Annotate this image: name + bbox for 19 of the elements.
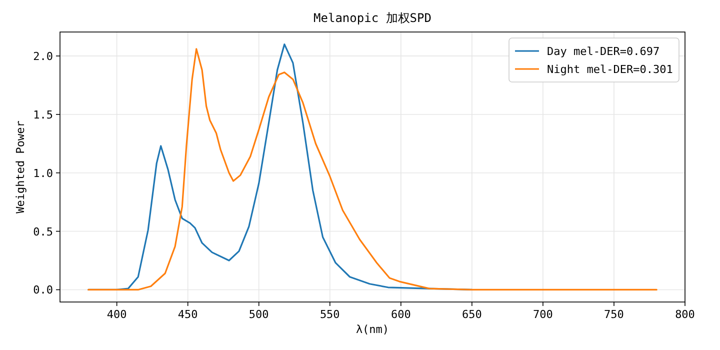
x-tick-label: 550 bbox=[320, 308, 340, 321]
y-axis-title: Weighted Power bbox=[14, 120, 27, 214]
y-tick-label: 1.0 bbox=[33, 166, 53, 180]
x-tick-label: 800 bbox=[675, 308, 695, 321]
y-tick-label: 2.0 bbox=[33, 50, 53, 63]
y-tick-label: 0.0 bbox=[33, 284, 53, 297]
x-tick-label: 700 bbox=[533, 308, 553, 321]
legend-label: Night mel-DER=0.301 bbox=[547, 63, 673, 76]
x-tick-label: 750 bbox=[604, 308, 624, 321]
x-tick-label: 400 bbox=[106, 308, 127, 321]
x-axis-title: λ(nm) bbox=[356, 323, 390, 336]
y-tick-label: 1.5 bbox=[33, 108, 53, 122]
x-tick-label: 500 bbox=[248, 308, 269, 321]
y-tick-label: 0.5 bbox=[33, 225, 53, 238]
chart-title: Melanopic 加权SPD bbox=[314, 11, 432, 25]
x-tick-label: 650 bbox=[462, 308, 482, 321]
legend-label: Day mel-DER=0.697 bbox=[547, 45, 660, 58]
x-tick-label: 450 bbox=[178, 308, 198, 321]
x-tick-label: 600 bbox=[390, 308, 411, 321]
